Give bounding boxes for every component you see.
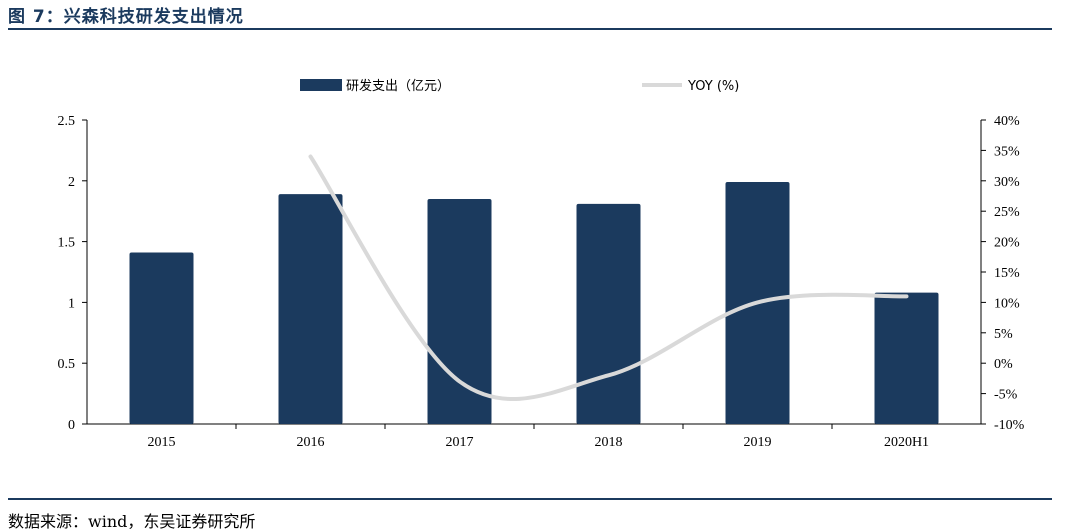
bar <box>278 194 343 424</box>
x-tick-label: 2016 <box>297 435 325 450</box>
y-right-tick-label: -10% <box>994 418 1025 433</box>
y-right-tick-label: 30% <box>994 175 1020 190</box>
x-tick-label: 2015 <box>148 435 176 450</box>
y-left-tick-label: 2 <box>68 175 75 190</box>
bottom-rule <box>8 498 1052 500</box>
bar <box>576 203 641 424</box>
y-left-tick-label: 0 <box>68 418 75 433</box>
bar <box>874 292 939 424</box>
y-right-tick-label: 25% <box>994 205 1020 220</box>
x-tick-label: 2018 <box>595 435 623 450</box>
bar <box>427 199 492 424</box>
y-right-tick-label: 35% <box>994 144 1020 159</box>
y-left-tick-label: 0.5 <box>58 357 76 372</box>
y-left-tick-label: 1.5 <box>58 236 76 251</box>
figure-title: 图 7：兴森科技研发支出情况 <box>8 7 244 27</box>
yoy-line <box>308 154 909 402</box>
legend-line-label: YOY (%) <box>687 79 739 94</box>
y-right-tick-label: -5% <box>994 388 1018 403</box>
y-right-tick-label: 15% <box>994 266 1020 281</box>
y-right-tick-label: 0% <box>994 357 1013 372</box>
legend-bar-swatch <box>300 79 342 91</box>
y-right-tick-label: 5% <box>994 327 1013 342</box>
y-left-tick-label: 2.5 <box>58 114 76 129</box>
y-right-tick-label: 20% <box>994 236 1020 251</box>
y-right-tick-label: 40% <box>994 114 1020 129</box>
x-tick-label: 2020H1 <box>884 435 929 450</box>
source-note: 数据来源：wind，东吴证券研究所 <box>8 512 256 531</box>
axes: 0 0.5 1 1.5 2 2.5 -10% -5% 0% 5% 10% 15% 20% 25% 30% 35… <box>58 114 1025 433</box>
top-rule <box>8 28 1052 30</box>
x-tick-label: 2019 <box>744 435 772 450</box>
x-tick-label: 2017 <box>446 435 474 450</box>
y-right-tick-label: 10% <box>994 296 1020 311</box>
bar <box>129 252 194 424</box>
legend-bar-label: 研发支出（亿元） <box>346 78 450 94</box>
bar-series <box>129 182 939 424</box>
x-axis-labels: 2015 2016 2017 2018 2019 2020H1 <box>148 435 930 450</box>
y-left-tick-label: 1 <box>68 296 75 311</box>
line-series <box>308 154 909 402</box>
legend: 研发支出（亿元） YOY (%) <box>300 78 739 94</box>
